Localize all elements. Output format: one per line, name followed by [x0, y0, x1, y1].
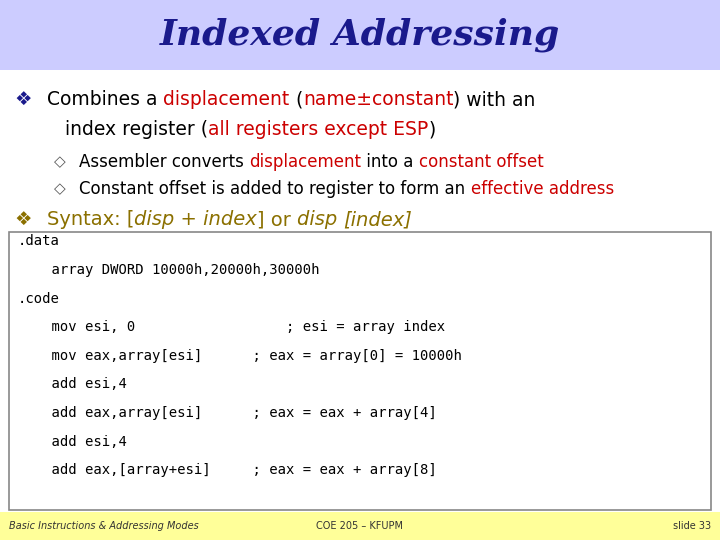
Text: add esi,4: add esi,4: [18, 435, 127, 449]
Text: Basic Instructions & Addressing Modes: Basic Instructions & Addressing Modes: [9, 521, 199, 531]
Text: ] or: ] or: [257, 210, 297, 230]
Text: effective address: effective address: [471, 180, 614, 198]
Text: [index]: [index]: [343, 210, 413, 230]
Text: mov esi, 0                  ; esi = array index: mov esi, 0 ; esi = array index: [18, 320, 445, 334]
FancyBboxPatch shape: [0, 0, 720, 70]
Text: disp: disp: [297, 210, 343, 230]
Text: index register (: index register (: [65, 120, 208, 139]
Text: (: (: [289, 90, 303, 110]
Text: ◇: ◇: [54, 181, 66, 197]
Text: Syntax: [: Syntax: [: [47, 210, 134, 230]
Text: add eax,array[esi]      ; eax = eax + array[4]: add eax,array[esi] ; eax = eax + array[4…: [18, 406, 437, 420]
Text: ❖: ❖: [14, 210, 32, 230]
Text: displacement: displacement: [249, 153, 361, 171]
Text: add eax,[array+esi]     ; eax = eax + array[8]: add eax,[array+esi] ; eax = eax + array[…: [18, 463, 437, 477]
Text: displacement: displacement: [163, 90, 289, 110]
Text: .data: .data: [18, 234, 60, 248]
Text: into a: into a: [361, 153, 419, 171]
Text: COE 205 – KFUPM: COE 205 – KFUPM: [317, 521, 403, 531]
Text: Assembler converts: Assembler converts: [79, 153, 249, 171]
Text: all registers except ESP: all registers except ESP: [208, 120, 428, 139]
Text: ◇: ◇: [54, 154, 66, 170]
FancyBboxPatch shape: [0, 512, 720, 540]
Text: constant offset: constant offset: [419, 153, 544, 171]
Text: name±constant: name±constant: [303, 90, 454, 110]
FancyBboxPatch shape: [9, 232, 711, 510]
Text: ) with an: ) with an: [454, 90, 536, 110]
Text: Constant offset is added to register to form an: Constant offset is added to register to …: [79, 180, 471, 198]
Text: Combines a: Combines a: [47, 90, 163, 110]
Text: add esi,4: add esi,4: [18, 377, 127, 392]
Text: disp + index: disp + index: [134, 210, 257, 230]
Text: mov eax,array[esi]      ; eax = array[0] = 10000h: mov eax,array[esi] ; eax = array[0] = 10…: [18, 349, 462, 363]
Text: Indexed Addressing: Indexed Addressing: [160, 18, 560, 52]
Text: array DWORD 10000h,20000h,30000h: array DWORD 10000h,20000h,30000h: [18, 263, 320, 277]
Text: ❖: ❖: [14, 90, 32, 110]
Text: ): ): [428, 120, 436, 139]
Text: .code: .code: [18, 292, 60, 306]
Text: slide 33: slide 33: [672, 521, 711, 531]
